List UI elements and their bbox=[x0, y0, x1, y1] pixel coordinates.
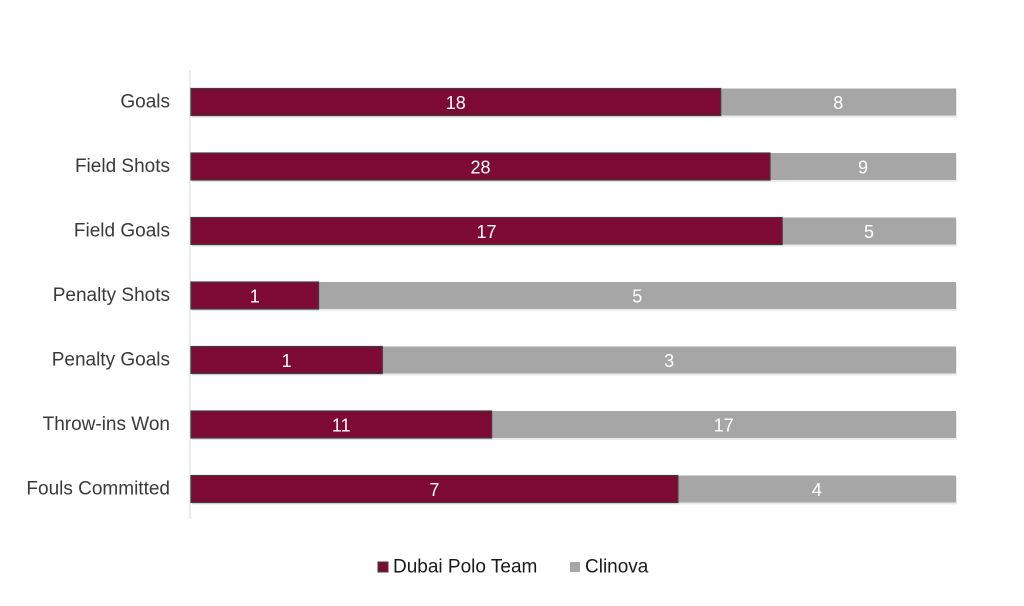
data-label-clinova-penalty-goals: 3 bbox=[664, 351, 674, 371]
bar-clinova-field-goals bbox=[782, 217, 956, 245]
bar-dubai-polo-team-fouls-committed bbox=[190, 474, 679, 504]
category-label-field-goals: Field Goals bbox=[74, 221, 170, 242]
bar-clinova-penalty-goals bbox=[382, 346, 956, 374]
bar-dubai-polo-team-penalty-shots bbox=[190, 281, 320, 310]
bar-clinova-throw-ins-won bbox=[491, 411, 956, 438]
data-label-dubai-polo-team-penalty-shots: 1 bbox=[250, 287, 260, 307]
data-label-clinova-goals: 8 bbox=[833, 93, 843, 113]
legend-swatch-dubai-polo-team bbox=[377, 561, 389, 573]
bar-clinova-field-shots bbox=[769, 153, 956, 180]
bar-dubai-polo-team-throw-ins-won bbox=[190, 410, 493, 439]
bar-clinova-penalty-shots bbox=[318, 282, 956, 309]
bar-clinova-fouls-committed bbox=[677, 475, 956, 503]
data-label-dubai-polo-team-goals: 18 bbox=[446, 93, 466, 113]
category-label-throw-ins-won: Throw-ins Won bbox=[43, 414, 170, 435]
legend-label-dubai-polo-team: Dubai Polo Team bbox=[393, 557, 537, 578]
data-label-dubai-polo-team-fouls-committed: 7 bbox=[429, 480, 439, 500]
data-label-clinova-fouls-committed: 4 bbox=[812, 480, 822, 500]
bar-dubai-polo-team-penalty-goals bbox=[190, 345, 383, 375]
legend: Dubai Polo Team Clinova bbox=[377, 557, 649, 578]
data-label-clinova-penalty-shots: 5 bbox=[632, 287, 642, 307]
category-label-goals: Goals bbox=[120, 92, 170, 113]
bar-clinova-goals bbox=[720, 88, 956, 116]
category-label-penalty-shots: Penalty Shots bbox=[53, 285, 170, 306]
bar-dubai-polo-team-field-shots bbox=[190, 152, 771, 181]
data-label-clinova-field-goals: 5 bbox=[864, 222, 874, 242]
legend-swatch-clinova bbox=[570, 562, 580, 572]
bar-dubai-polo-team-field-goals bbox=[190, 216, 783, 246]
bar-dubai-polo-team-goals bbox=[190, 87, 722, 117]
category-label-fouls-committed: Fouls Committed bbox=[26, 479, 170, 500]
category-label-penalty-goals: Penalty Goals bbox=[52, 350, 170, 371]
data-label-dubai-polo-team-field-shots: 28 bbox=[470, 158, 490, 178]
legend-label-clinova: Clinova bbox=[585, 557, 649, 578]
category-label-field-shots: Field Shots bbox=[75, 156, 170, 177]
data-label-dubai-polo-team-penalty-goals: 1 bbox=[282, 351, 292, 371]
data-label-dubai-polo-team-field-goals: 17 bbox=[477, 222, 497, 242]
data-label-clinova-throw-ins-won: 17 bbox=[714, 416, 734, 436]
data-label-clinova-field-shots: 9 bbox=[858, 158, 868, 178]
data-label-dubai-polo-team-throw-ins-won: 11 bbox=[332, 416, 351, 436]
